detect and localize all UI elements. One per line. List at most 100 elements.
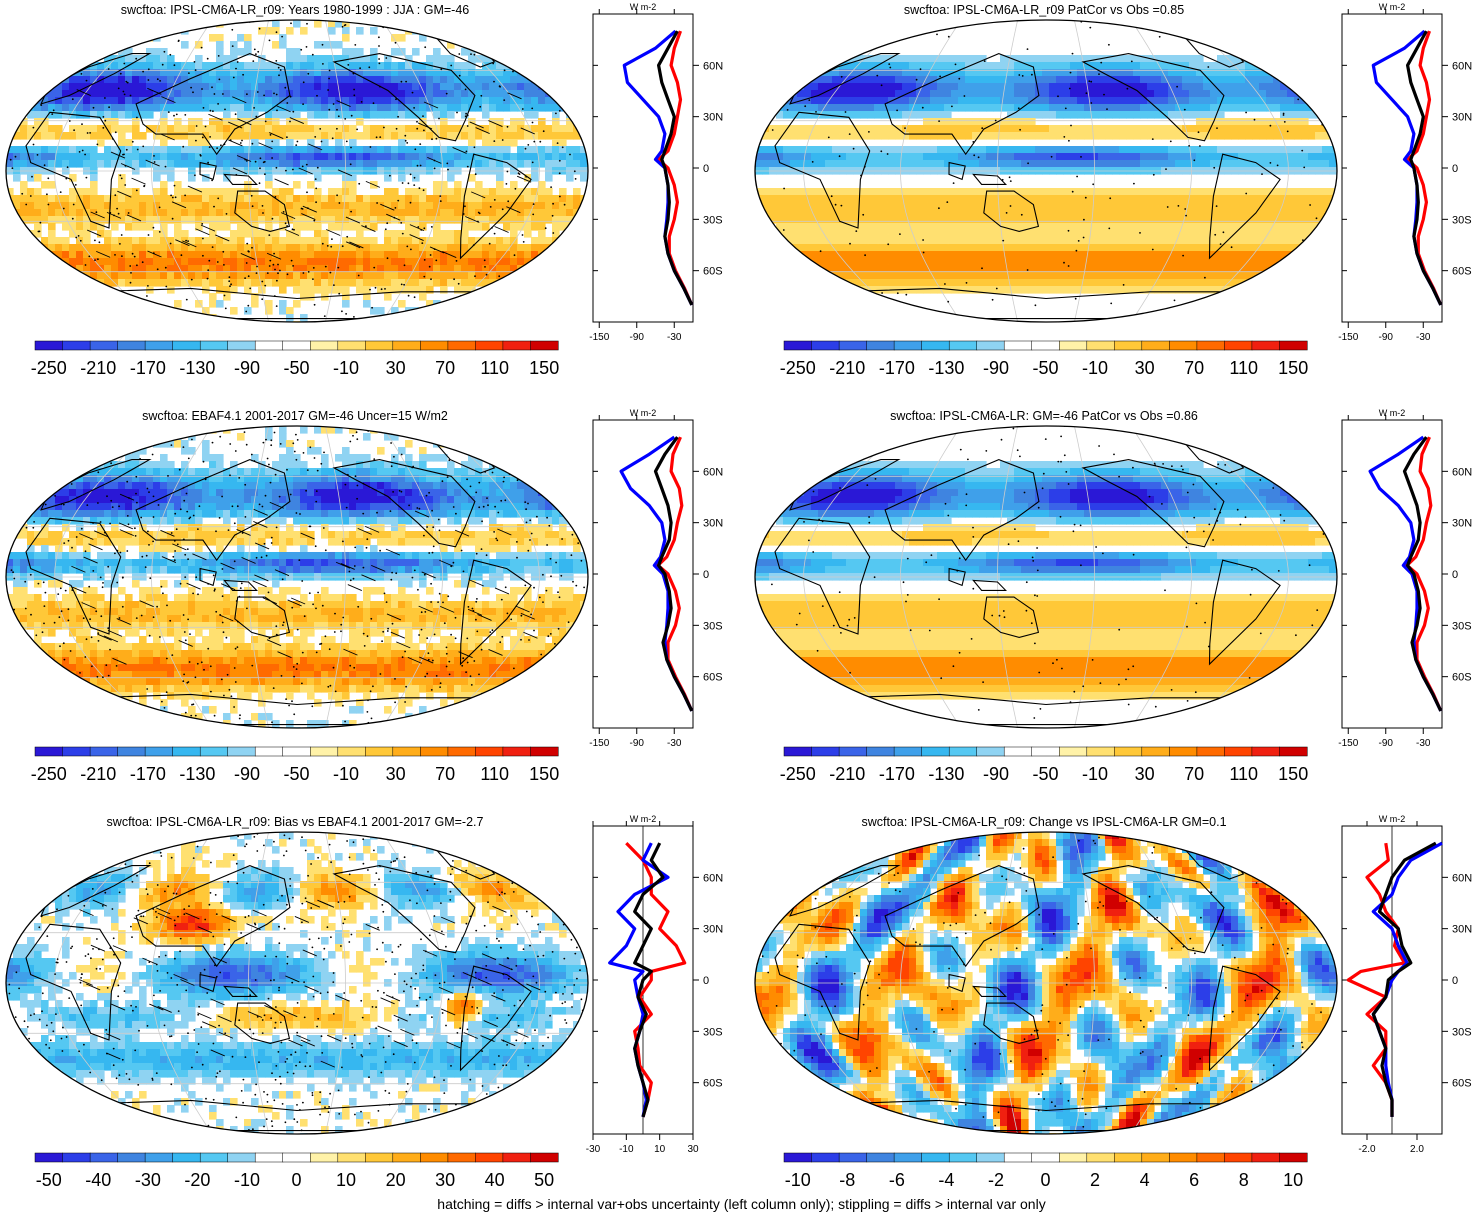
colorbar-segment: [475, 1153, 503, 1162]
colorbar-segment: [475, 747, 503, 756]
colorbar-segment: [63, 341, 91, 350]
colorbar-segment: [35, 1153, 63, 1162]
colorbar-segment: [448, 1153, 476, 1162]
colorbar-tick-label: -210: [80, 764, 116, 784]
colorbar-segment: [90, 747, 118, 756]
colorbar-segment: [1142, 747, 1170, 756]
colorbar-tick-label: -250: [31, 764, 67, 784]
profile-x-tick-label: 10: [654, 1144, 666, 1155]
colorbar-tick-label: 30: [435, 1170, 455, 1190]
colorbar-segment: [1252, 1153, 1280, 1162]
colorbar-tick-label: 0: [1040, 1170, 1050, 1190]
profile-x-tick-label: -150: [1338, 332, 1358, 343]
world-map: [749, 406, 1349, 746]
latitude-tick-label: 0: [1452, 975, 1458, 987]
colorbar-segment: [1252, 747, 1280, 756]
colorbar-tick-label: 30: [386, 764, 406, 784]
colorbar-segment: [1004, 1153, 1032, 1162]
colorbar-tick-label: 20: [386, 1170, 406, 1190]
colorbar-segment: [1114, 1153, 1142, 1162]
colorbar-segment: [1252, 341, 1280, 350]
world-map: [0, 406, 600, 746]
colorbar-segment: [283, 1153, 311, 1162]
profile-unit-label: W m-2: [630, 814, 657, 824]
colorbar-segment: [977, 1153, 1005, 1162]
latitude-tick-label: 60N: [703, 872, 723, 884]
colorbar-segment: [531, 1153, 559, 1162]
colorbar-segment: [420, 341, 448, 350]
colorbar-segment: [784, 341, 812, 350]
colorbar-segment: [1032, 341, 1060, 350]
colorbar-tick-label: -210: [80, 358, 116, 378]
colorbar-segment: [1280, 1153, 1308, 1162]
colorbar-segment: [1197, 341, 1225, 350]
world-map: [0, 0, 600, 340]
colorbar-segment: [173, 747, 201, 756]
latitude-tick-label: 0: [1452, 163, 1458, 175]
colorbar-segment: [173, 1153, 201, 1162]
colorbar-segment: [200, 747, 228, 756]
colorbar-segment: [1114, 747, 1142, 756]
profile-x-tick-label: -90: [1379, 738, 1394, 749]
colorbar-segment: [338, 747, 366, 756]
colorbar-segment: [949, 747, 977, 756]
colorbar-segment: [1004, 341, 1032, 350]
colorbar-tick-label: -2: [988, 1170, 1004, 1190]
colorbar-segment: [338, 1153, 366, 1162]
colorbar-tick-label: -10: [1082, 358, 1108, 378]
colorbar-segment: [1004, 747, 1032, 756]
colorbar-tick-label: -170: [130, 358, 166, 378]
latitude-tick-label: 30S: [703, 214, 723, 226]
profile-x-tick-label: -30: [667, 738, 682, 749]
colorbar-segment: [310, 341, 338, 350]
latitude-tick-label: 60N: [1452, 60, 1472, 72]
colorbar-segment: [393, 341, 421, 350]
colorbar-tick-label: 10: [336, 1170, 356, 1190]
colorbar-tick-label: 30: [1135, 764, 1155, 784]
colorbar-segment: [145, 747, 173, 756]
colorbar-tick-label: -40: [85, 1170, 111, 1190]
colorbar-tick-label: -10: [333, 764, 359, 784]
colorbar-segment: [118, 341, 146, 350]
latitude-tick-label: 60S: [1452, 1078, 1472, 1090]
colorbar-tick-label: -170: [130, 764, 166, 784]
colorbar-segment: [35, 341, 63, 350]
latitude-tick-label: 60S: [703, 1078, 723, 1090]
colorbar-tick-label: 6: [1189, 1170, 1199, 1190]
profile-x-tick-label: -150: [1338, 738, 1358, 749]
colorbar-segment: [812, 341, 840, 350]
colorbar-tick-label: -20: [184, 1170, 210, 1190]
colorbar-segment: [531, 341, 559, 350]
colorbar-tick-label: -30: [135, 1170, 161, 1190]
colorbar-segment: [338, 341, 366, 350]
colorbar-tick-label: -90: [234, 764, 260, 784]
colorbar-tick-label: -4: [938, 1170, 954, 1190]
colorbar-segment: [255, 1153, 283, 1162]
profile-x-tick-label: -30: [1416, 332, 1431, 343]
colorbar-segment: [867, 341, 895, 350]
colorbar-segment: [90, 341, 118, 350]
colorbar-segment: [393, 1153, 421, 1162]
figure-panel: swcftoa: IPSL-CM6A-LR: GM=-46 PatCor vs …: [749, 406, 1483, 811]
colorbar-tick-label: -170: [879, 764, 915, 784]
colorbar-segment: [255, 341, 283, 350]
colorbar-segment: [448, 747, 476, 756]
colorbar-segment: [1032, 1153, 1060, 1162]
colorbar-segment: [310, 1153, 338, 1162]
figure-footer-caption: hatching = diffs > internal var+obs unce…: [0, 1196, 1483, 1212]
colorbar-tick-label: 40: [485, 1170, 505, 1190]
colorbar-tick-label: 8: [1239, 1170, 1249, 1190]
figure-panel: swcftoa: IPSL-CM6A-LR_r09: Years 1980-19…: [0, 0, 741, 405]
latitude-tick-label: 0: [1452, 569, 1458, 581]
latitude-tick-label: 30S: [1452, 214, 1472, 226]
profile-x-tick-label: -2.0: [1358, 1144, 1376, 1155]
